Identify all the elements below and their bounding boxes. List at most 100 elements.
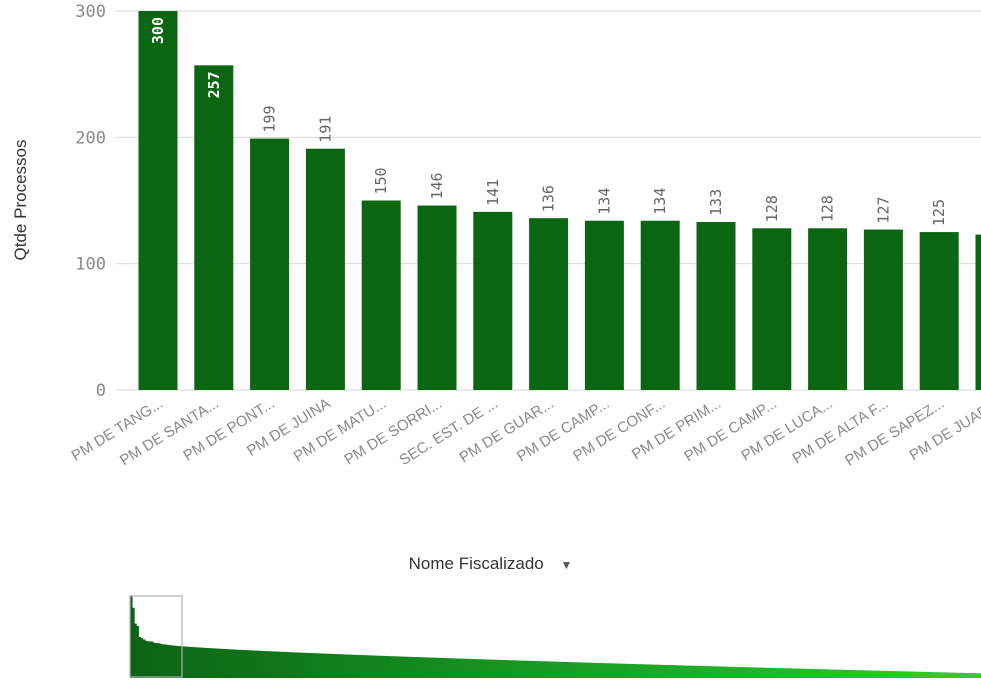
navigator-bar <box>134 623 137 678</box>
navigator-bar <box>617 663 620 678</box>
navigator-bar <box>578 662 582 678</box>
bar[interactable] <box>919 232 959 390</box>
x-axis-categories: PM DE TANG...PM DE SANTA...PM DE PONT...… <box>69 395 981 469</box>
navigator-bar <box>744 667 748 678</box>
navigator-bar <box>638 664 641 678</box>
navigator-bar <box>678 665 682 678</box>
bar[interactable] <box>808 228 848 390</box>
navigator-bar <box>472 659 476 678</box>
navigator-bar <box>483 659 486 678</box>
bar[interactable] <box>138 11 178 390</box>
navigator-bar <box>825 669 829 678</box>
navigator-bar <box>408 656 412 678</box>
x-category-label: PM DE SAPEZ... <box>842 395 947 469</box>
navigator-bar <box>715 666 718 678</box>
scroll-navigator[interactable] <box>129 595 981 678</box>
x-category-label: PM DE SANTA... <box>117 395 222 469</box>
bar[interactable] <box>417 205 457 390</box>
navigator-bar <box>832 669 835 678</box>
navigator-bar <box>804 668 807 678</box>
navigator-bar <box>130 596 133 678</box>
navigator-bar <box>751 667 754 678</box>
navigator-bar <box>378 655 382 678</box>
navigator-bar <box>529 660 533 678</box>
navigator-bar <box>442 658 446 678</box>
navigator-bar <box>357 654 361 678</box>
triangle-down-icon[interactable]: ▼ <box>560 557 573 572</box>
navigator-bar <box>698 665 701 678</box>
bar[interactable] <box>305 148 345 390</box>
data-label: 191 <box>316 116 334 143</box>
navigator-bar <box>642 664 646 678</box>
navigator-bar <box>278 651 282 678</box>
navigator-bar <box>695 665 699 678</box>
navigator-bar <box>404 656 407 678</box>
navigator-bar <box>746 667 750 678</box>
navigator-bar <box>510 660 514 678</box>
navigator-bar <box>666 664 669 678</box>
bar[interactable] <box>975 234 981 390</box>
navigator-bar <box>795 668 799 678</box>
navigator-bar <box>544 661 548 678</box>
navigator-bar <box>249 650 252 678</box>
x-category-label: PM DE ALTA F... <box>790 395 892 467</box>
navigator-bar <box>729 666 733 678</box>
navigator-bar <box>517 660 520 678</box>
navigator-bar <box>972 673 976 678</box>
navigator-bar <box>891 671 895 678</box>
bar[interactable] <box>473 211 513 390</box>
navigator-bar <box>651 664 654 678</box>
bar[interactable] <box>696 221 736 390</box>
bar[interactable] <box>752 228 792 390</box>
data-label: 257 <box>205 71 223 98</box>
navigator-bar <box>221 648 225 678</box>
navigator-bar <box>668 665 671 678</box>
navigator-bar <box>347 654 350 678</box>
bar[interactable] <box>529 218 569 390</box>
navigator-window[interactable] <box>129 595 183 678</box>
bar[interactable] <box>584 220 624 390</box>
navigator-bar <box>819 669 822 678</box>
navigator-bar <box>736 666 739 678</box>
navigator-bar <box>542 661 546 678</box>
navigator-bar <box>602 663 605 678</box>
x-axis-title[interactable]: Nome Fiscalizado <box>408 554 544 573</box>
navigator-bar <box>874 670 878 678</box>
navigator-bar <box>702 666 705 678</box>
navigator-bar <box>446 658 450 678</box>
navigator-bar <box>838 669 841 678</box>
bar[interactable] <box>361 200 401 391</box>
navigator-bar <box>176 645 180 678</box>
x-category-label: PM DE CAMP... <box>514 395 613 465</box>
navigator-bar <box>734 666 737 678</box>
navigator-bar <box>717 666 720 678</box>
bar[interactable] <box>250 138 290 390</box>
navigator-bar <box>670 665 673 678</box>
navigator-bar <box>255 650 259 678</box>
navigator-bar <box>887 670 890 678</box>
navigator-bar <box>921 671 924 678</box>
navigator-bar <box>315 653 318 678</box>
navigator-bar <box>304 652 307 678</box>
navigator-bar <box>827 669 831 678</box>
navigator-bar <box>653 664 656 678</box>
navigator-bar <box>763 667 767 678</box>
bar[interactable] <box>194 65 234 390</box>
bar[interactable] <box>863 229 903 390</box>
navigator-bar <box>464 658 467 678</box>
navigator-bar <box>223 649 227 678</box>
navigator-bar <box>849 669 852 678</box>
bar[interactable] <box>640 220 680 390</box>
navigator-bar <box>436 657 439 678</box>
navigator-bar <box>393 656 397 678</box>
data-label: 141 <box>484 179 502 206</box>
navigator-bar <box>946 672 950 678</box>
navigator-bar <box>634 664 637 678</box>
navigator-bar <box>391 656 395 678</box>
navigator-bar <box>632 663 635 678</box>
data-label: 146 <box>428 172 446 199</box>
navigator-bar <box>566 662 569 678</box>
navigator-bar <box>968 673 971 678</box>
navigator-bar <box>451 658 454 678</box>
navigator-bar <box>183 646 186 678</box>
